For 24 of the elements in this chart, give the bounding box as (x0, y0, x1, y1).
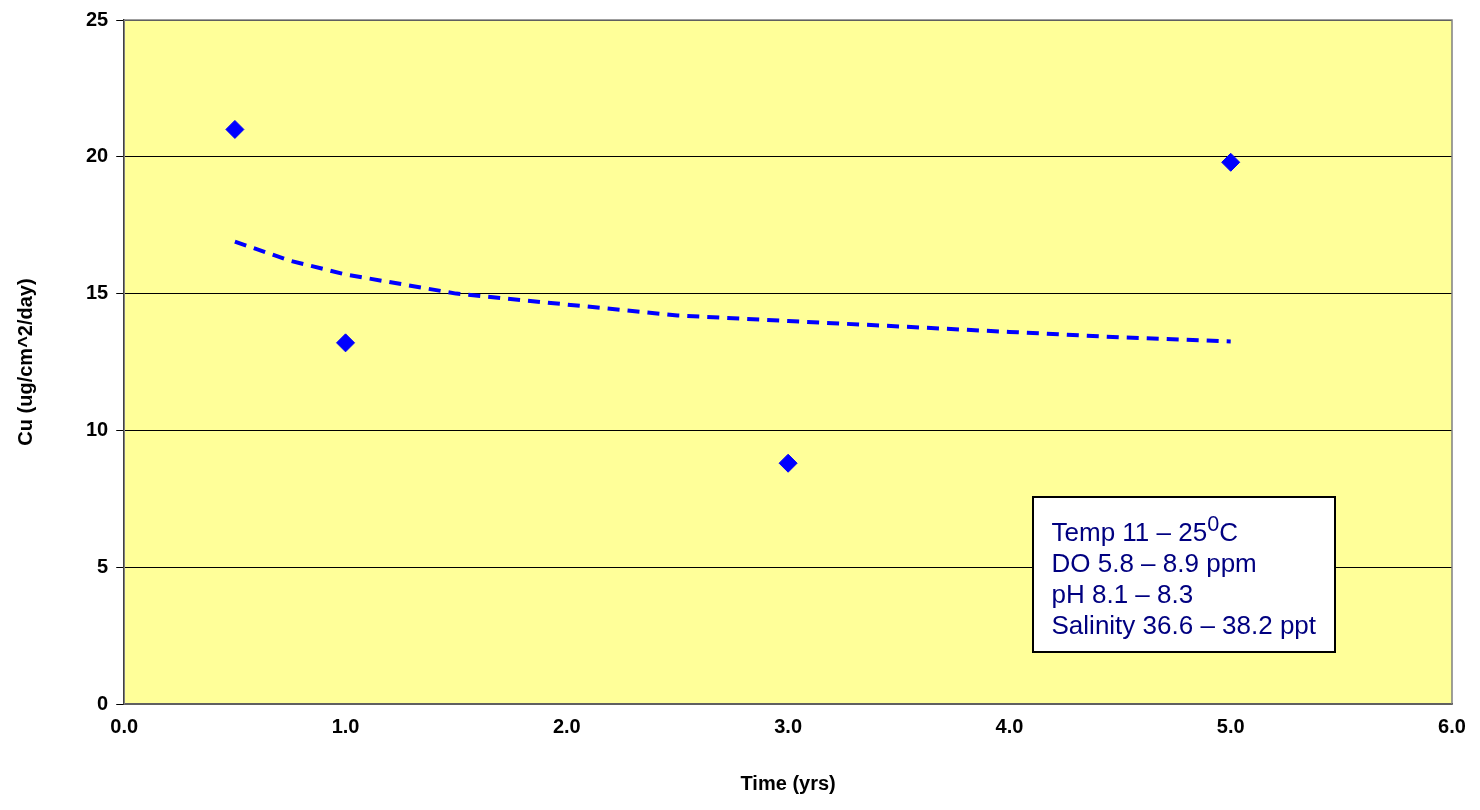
x-tick-label: 2.0 (552, 714, 581, 737)
y-tick-label: 0 (97, 691, 109, 714)
point (1221, 152, 1241, 172)
x-tick-label: 1.0 (331, 714, 360, 737)
annotation: Temp 11 – 25$^{0}$C (1051, 510, 1239, 548)
x-tick-label: 4.0 (995, 714, 1024, 737)
annotation: pH 8.1 – 8.3 (1051, 578, 1195, 610)
x-tick-label: 5.0 (1216, 714, 1245, 737)
annotation: Salinity 36.6 – 38.2 ppt (1051, 609, 1317, 641)
annotation: DO 5.8 – 8.9 ppm (1051, 547, 1258, 579)
y-tick-label: 25 (86, 7, 109, 30)
x-axis-title: Time (yrs) (740, 771, 836, 794)
point (336, 333, 356, 353)
point (778, 453, 798, 473)
y-tick-label: 20 (86, 144, 109, 167)
x-tick-label: 3.0 (774, 714, 803, 737)
y-tick-label: 10 (86, 417, 109, 440)
line-series (232, 239, 1233, 344)
y-tick-label: 15 (86, 281, 109, 304)
point (225, 119, 245, 139)
x-tick-label: 0.0 (110, 714, 139, 737)
x-tick-label: 6.0 (1438, 714, 1466, 737)
y-tick-label: 5 (97, 554, 109, 577)
y-axis-title: Cu (ug/cm^2/day) (13, 278, 36, 446)
